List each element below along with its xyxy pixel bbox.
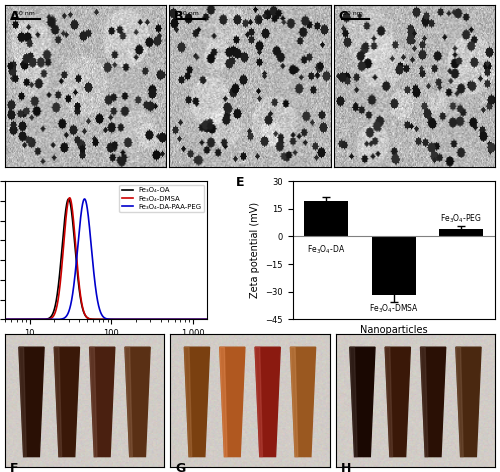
- Text: H: H: [340, 462, 351, 472]
- Text: F: F: [10, 462, 18, 472]
- Text: Fe$_3$O$_4$-DMSA: Fe$_3$O$_4$-DMSA: [369, 303, 418, 315]
- Polygon shape: [220, 347, 227, 456]
- Polygon shape: [350, 347, 375, 456]
- Text: A: A: [10, 9, 20, 23]
- Polygon shape: [54, 347, 80, 456]
- Bar: [372, 236, 416, 295]
- Polygon shape: [385, 347, 392, 456]
- Y-axis label: Zeta potential (mV): Zeta potential (mV): [250, 202, 260, 298]
- Polygon shape: [19, 347, 44, 456]
- Polygon shape: [290, 347, 316, 456]
- X-axis label: Nanoparticles: Nanoparticles: [360, 325, 428, 335]
- Text: E: E: [236, 176, 244, 189]
- Polygon shape: [54, 347, 62, 456]
- X-axis label: Size (nm): Size (nm): [83, 344, 130, 354]
- Legend: Fe₃O₄-OA, Fe₃O₄-DMSA, Fe₃O₄-DA-PAA-PEG: Fe₃O₄-OA, Fe₃O₄-DMSA, Fe₃O₄-DA-PAA-PEG: [120, 185, 204, 212]
- Polygon shape: [255, 347, 280, 456]
- Text: 50 nm: 50 nm: [179, 11, 199, 16]
- Polygon shape: [125, 347, 150, 456]
- Polygon shape: [19, 347, 26, 456]
- Polygon shape: [456, 347, 481, 456]
- Polygon shape: [220, 347, 245, 456]
- Bar: [304, 202, 348, 236]
- Polygon shape: [350, 347, 357, 456]
- Polygon shape: [184, 347, 210, 456]
- Polygon shape: [184, 347, 192, 456]
- Text: 50 nm: 50 nm: [14, 11, 34, 16]
- Polygon shape: [385, 347, 410, 456]
- Polygon shape: [420, 347, 428, 456]
- Polygon shape: [90, 347, 97, 456]
- Bar: [440, 229, 483, 236]
- Text: G: G: [175, 462, 186, 472]
- Polygon shape: [290, 347, 298, 456]
- Polygon shape: [420, 347, 446, 456]
- Polygon shape: [255, 347, 262, 456]
- Text: 50 nm: 50 nm: [344, 11, 363, 16]
- Text: B: B: [174, 9, 184, 23]
- Text: C: C: [338, 9, 348, 23]
- Polygon shape: [456, 347, 464, 456]
- Text: Fe$_3$O$_4$-DA: Fe$_3$O$_4$-DA: [307, 244, 346, 256]
- Polygon shape: [125, 347, 132, 456]
- Text: Fe$_3$O$_4$-PEG: Fe$_3$O$_4$-PEG: [440, 213, 482, 226]
- Polygon shape: [90, 347, 115, 456]
